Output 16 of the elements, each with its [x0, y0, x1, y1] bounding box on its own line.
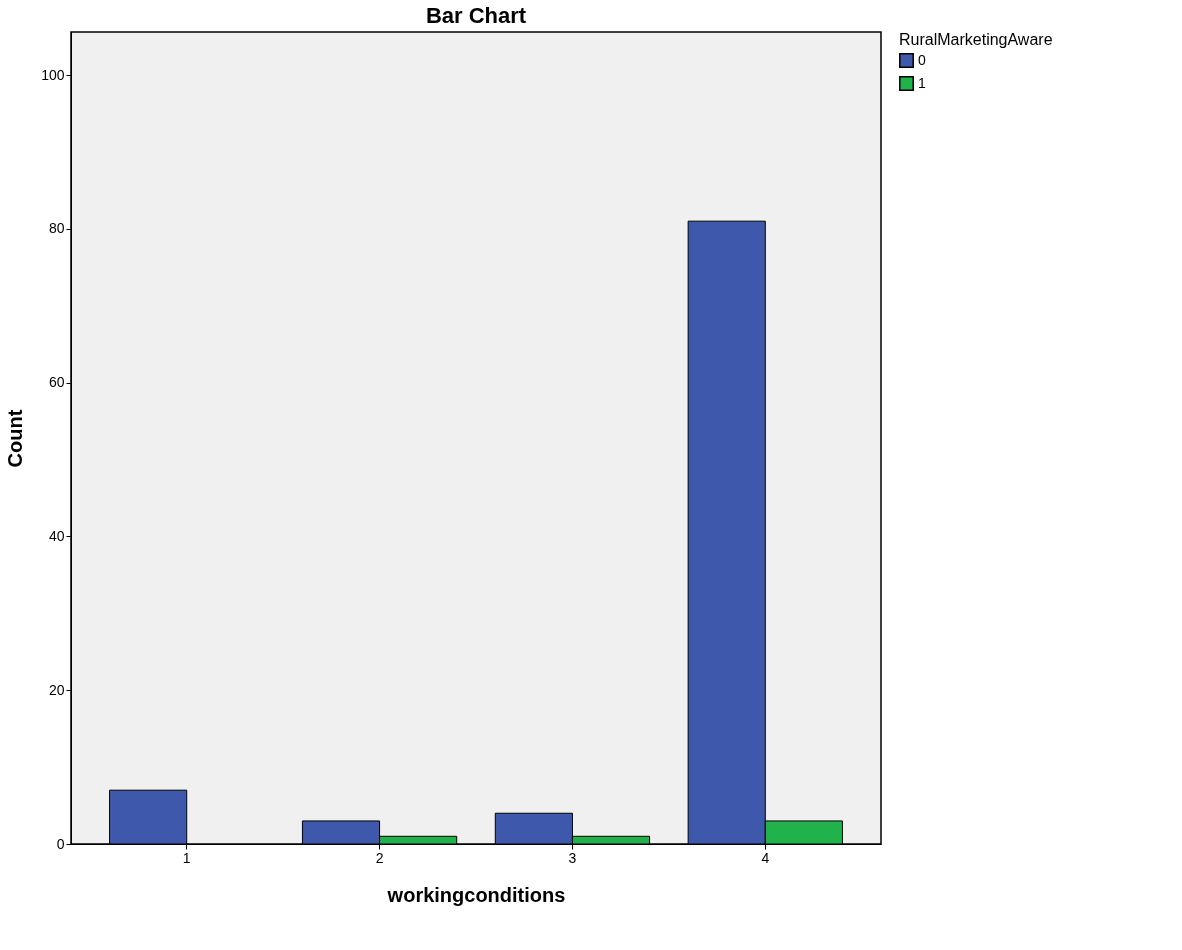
legend-title: RuralMarketingAware [899, 31, 1053, 48]
y-tick-label: 100 [41, 66, 65, 83]
chart-title: Bar Chart [425, 3, 527, 28]
y-tick-label: 80 [48, 220, 65, 237]
x-tick-label: 3 [568, 849, 577, 866]
x-tick-label: 2 [375, 849, 384, 866]
y-tick-label: 20 [48, 681, 65, 698]
legend-label: 1 [918, 74, 926, 91]
legend-label: 0 [918, 51, 926, 68]
y-axis-title: Count [4, 409, 27, 468]
y-tick-label: 40 [48, 527, 65, 544]
y-tick-label: 0 [56, 835, 65, 852]
x-tick-label: 1 [182, 849, 191, 866]
x-axis-title: workingconditions [386, 883, 566, 906]
y-tick-label: 60 [48, 374, 65, 391]
x-tick-label: 4 [761, 849, 770, 866]
